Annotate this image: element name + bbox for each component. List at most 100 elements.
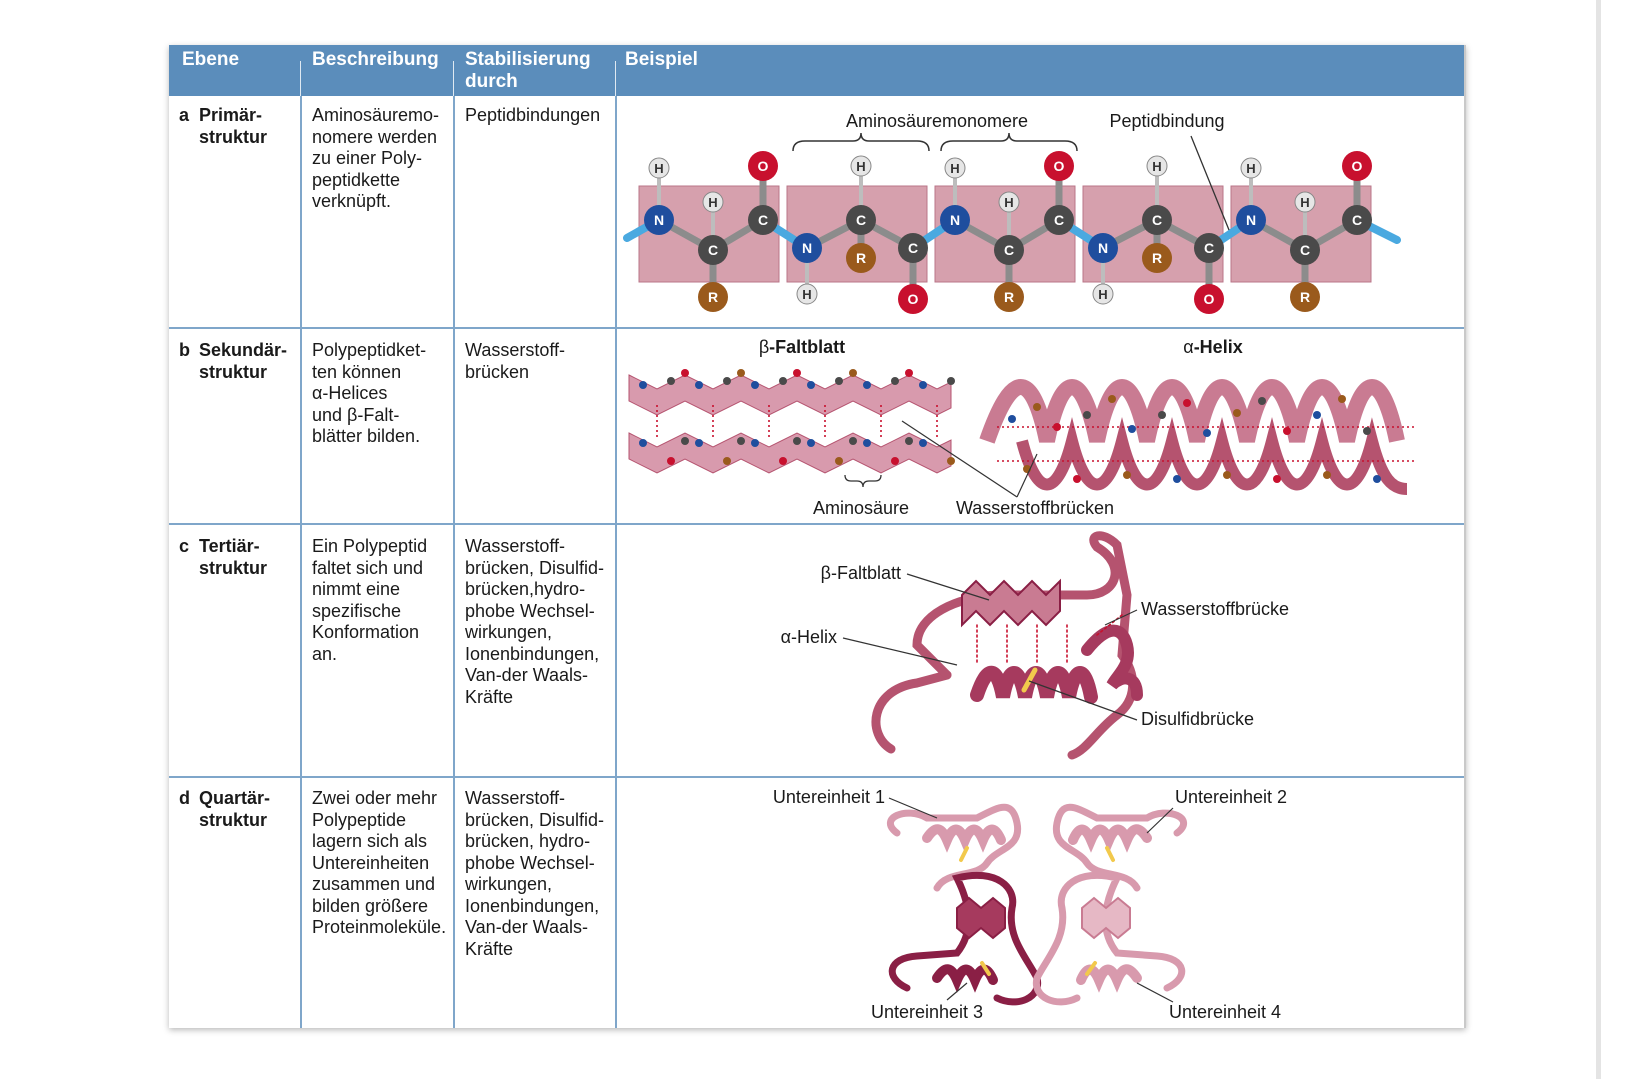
label-amino-acid: Aminosäure	[813, 498, 909, 518]
row-a-description: Aminosäuremo- nomere werden zu einer Pol…	[312, 105, 440, 211]
tertiary-fold	[871, 531, 1143, 760]
svg-text:O: O	[758, 158, 769, 174]
hydrogen-atom: H	[1240, 157, 1262, 179]
header-divider	[453, 61, 454, 96]
svg-text:H: H	[1098, 287, 1107, 302]
r-groups: R R R R R	[698, 243, 1320, 312]
nitrogen-atom: N	[644, 205, 674, 235]
beta-title-text: -Faltblatt	[769, 337, 845, 357]
nitrogen-atom: N	[1088, 233, 1118, 263]
r-group: R	[994, 282, 1024, 312]
alpha-title-text: -Helix	[1194, 337, 1243, 357]
row-letter: c	[179, 536, 190, 556]
svg-text:H: H	[802, 287, 811, 302]
alpha-helix-ribbon-right	[1081, 624, 1143, 701]
column-divider	[615, 96, 617, 1028]
protein-structure-table: Ebene Beschreibung Stabilisierung durch …	[169, 45, 1466, 1028]
svg-text:N: N	[1098, 240, 1108, 256]
subunit-1	[887, 803, 1022, 892]
svg-text:C: C	[1054, 212, 1064, 228]
row-letter: a	[179, 105, 190, 125]
subunits	[887, 803, 1187, 1006]
leader-line	[946, 982, 968, 1001]
beta-symbol: β	[759, 337, 769, 357]
svg-text:R: R	[856, 250, 866, 266]
leader-line	[1028, 680, 1138, 721]
header-level: Ebene	[182, 49, 240, 70]
svg-text:C: C	[1004, 242, 1014, 258]
svg-text:H: H	[856, 159, 865, 174]
hydrogen-atom: H	[1294, 191, 1316, 213]
leader-line	[888, 797, 938, 819]
row-d-description: Zwei oder mehr Polypeptide lagern sich a…	[312, 788, 447, 937]
leader-line	[1136, 982, 1174, 1003]
svg-text:O: O	[1352, 158, 1363, 174]
oxygen-atoms: O O O O O	[748, 151, 1372, 314]
row-d-level: d Quartär- struktur	[179, 788, 299, 838]
label-peptide-bond: Peptidbindung	[1109, 111, 1224, 131]
row-a-stabilization: Peptidbindungen	[465, 105, 601, 125]
hydrogen-atom: H	[1092, 283, 1114, 305]
nitrogen-atoms: N N N N N	[644, 205, 1266, 263]
label-subunit-2: Untereinheit 2	[1175, 787, 1287, 807]
chain-tail	[871, 670, 952, 754]
nitrogen-atom: N	[940, 205, 970, 235]
leader-line	[1146, 807, 1174, 834]
table-header: Ebene Beschreibung Stabilisierung durch …	[169, 45, 1464, 96]
row-c-stabilization: Wasserstoff- brücken, Disulfid- brücken,…	[465, 536, 605, 707]
label-subunit-3: Untereinheit 3	[871, 1002, 983, 1022]
beta-strand	[628, 432, 952, 474]
svg-text:N: N	[802, 240, 812, 256]
nitrogen-atom: N	[792, 233, 822, 263]
svg-text:C: C	[856, 212, 866, 228]
svg-text:N: N	[1246, 212, 1256, 228]
row-b-description: Polypeptidket- ten können α-Helices und …	[312, 340, 427, 446]
oxygen-atom: O	[1194, 284, 1224, 314]
oxygen-atom: O	[1342, 151, 1372, 181]
header-divider	[615, 61, 616, 96]
carbon-atom: C	[1194, 233, 1224, 263]
svg-text:R: R	[1300, 289, 1310, 305]
header-description: Beschreibung	[312, 49, 439, 70]
svg-text:C: C	[1204, 240, 1214, 256]
subunit-3	[888, 871, 1042, 1006]
primary-structure-illustration: H H H H H H H H H H N N N N N C C C C C …	[623, 111, 1401, 314]
svg-text:H: H	[654, 161, 663, 176]
row-letter: d	[179, 788, 190, 808]
row-c-description: Ein Polypeptid faltet sich und nimmt ein…	[312, 536, 428, 664]
amino-acid-brace	[844, 474, 882, 488]
carbon-atom: C	[994, 235, 1024, 265]
header-divider	[300, 61, 301, 96]
svg-text:H: H	[1246, 161, 1255, 176]
svg-text:R: R	[1004, 289, 1014, 305]
level-name: Primär- struktur	[199, 105, 268, 147]
nitrogen-atom: N	[1236, 205, 1266, 235]
helix-ribbon	[979, 379, 1405, 444]
svg-text:C: C	[758, 212, 768, 228]
carbon-atom: C	[1044, 205, 1074, 235]
hydrogen-atom: H	[998, 191, 1020, 213]
monomer-brace	[792, 132, 930, 152]
window-scrollbar[interactable]	[1596, 0, 1601, 1079]
level-name: Quartär- struktur	[199, 788, 271, 830]
beta-sheet-ribbon	[961, 578, 1061, 628]
beta-sheet	[628, 369, 955, 474]
svg-text:O: O	[1204, 291, 1215, 307]
quaternary-structure-illustration: Untereinheit 1 Untereinheit 2 Untereinhe…	[773, 787, 1287, 1022]
oxygen-atom: O	[748, 151, 778, 181]
column-divider	[453, 96, 455, 1028]
row-b-level: b Sekundär- struktur	[179, 340, 299, 390]
row-b-stabilization: Wasserstoff- brücken	[465, 340, 566, 382]
svg-text:N: N	[950, 212, 960, 228]
label-beta-sheet: β-Faltblatt	[821, 563, 901, 583]
label-alpha-helix: α-Helix	[781, 627, 837, 647]
carbon-atom: C	[1290, 235, 1320, 265]
label-hydrogen-bonds: Wasserstoffbrücken	[956, 498, 1114, 518]
svg-text:C: C	[708, 242, 718, 258]
label-subunit-4: Untereinheit 4	[1169, 1002, 1281, 1022]
carbon-atom: C	[898, 233, 928, 263]
carbon-atoms: C C C C C C C C C C	[698, 205, 1372, 265]
svg-text:C: C	[908, 240, 918, 256]
oxygen-atom: O	[898, 284, 928, 314]
r-group: R	[846, 243, 876, 273]
